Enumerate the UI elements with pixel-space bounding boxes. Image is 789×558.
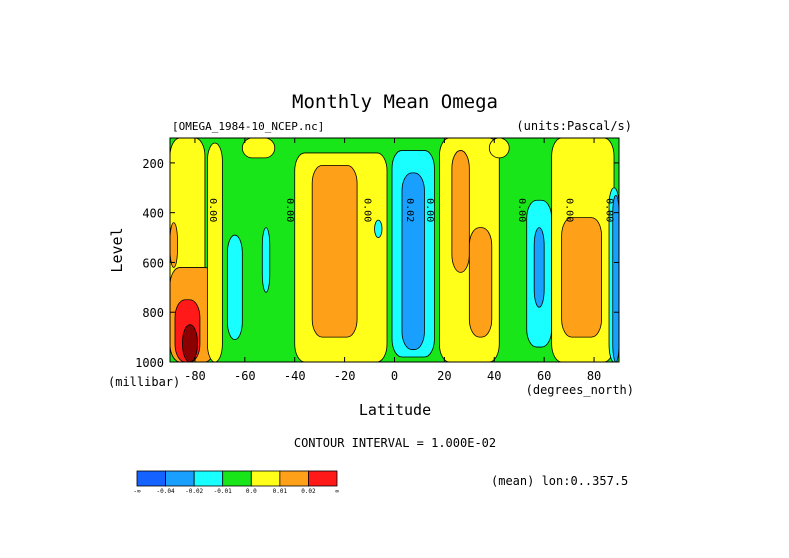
y-tick-label-0: 200 bbox=[142, 157, 164, 171]
plot-area: 0.00 0.00 0.00 0.02 0.00 0.00 0.00 0.00 bbox=[170, 138, 619, 362]
x-tick-label-2: -40 bbox=[284, 369, 306, 383]
colorbar-label-2: -0.02 bbox=[185, 488, 203, 495]
x-axis: -80 -60 -40 -20 0 20 40 60 80 bbox=[184, 138, 601, 383]
x-tick-label-6: 40 bbox=[487, 369, 501, 383]
mean-longitude-text: (mean) lon:0..357.5 bbox=[491, 474, 628, 488]
contour-region-11 bbox=[311, 164, 358, 338]
contour-labels: 0.00 0.00 0.00 0.02 0.00 0.00 0.00 0.00 bbox=[207, 198, 615, 222]
contour-label-7: 0.00 bbox=[604, 198, 615, 222]
contour-region-6 bbox=[207, 142, 223, 362]
colorbar-label-6: 0.02 bbox=[301, 488, 316, 495]
y-axis-label: Level bbox=[108, 227, 126, 272]
contour-label-1: 0.00 bbox=[284, 198, 295, 222]
colorbar-swatch-0 bbox=[136, 470, 166, 487]
chart-subtitle-left: [OMEGA_1984-10_NCEP.nc] bbox=[172, 120, 324, 133]
contour-region-16 bbox=[451, 150, 470, 273]
contour-region-7 bbox=[226, 234, 243, 340]
x-tick-label-4: 0 bbox=[391, 369, 398, 383]
contour-label-0: 0.00 bbox=[207, 198, 218, 222]
contour-region-12 bbox=[374, 219, 383, 238]
x-tick-label-5: 20 bbox=[437, 369, 451, 383]
colorbar-swatch-2 bbox=[193, 470, 224, 487]
colorbar: -∞ -0.04 -0.02 -0.01 0.0 0.01 0.02 ∞ bbox=[133, 470, 339, 495]
colorbar-swatch-6 bbox=[308, 470, 338, 487]
y-tick-label-3: 800 bbox=[142, 306, 164, 320]
x-tick-label-0: -80 bbox=[184, 369, 206, 383]
x-tick-label-3: -20 bbox=[334, 369, 356, 383]
contour-label-2: 0.00 bbox=[362, 198, 373, 222]
x-axis-unit: (degrees_north) bbox=[526, 383, 634, 397]
chart-subtitle-right: (units:Pascal/s) bbox=[516, 119, 632, 133]
contour-region-14 bbox=[401, 172, 425, 350]
colorbar-swatch-4 bbox=[250, 470, 281, 487]
contour-region-17 bbox=[468, 227, 493, 338]
chart-title: Monthly Mean Omega bbox=[292, 91, 498, 113]
colorbar-label-5: 0.01 bbox=[273, 488, 288, 495]
contour-label-5: 0.00 bbox=[516, 198, 527, 222]
colorbar-label-7: ∞ bbox=[335, 488, 339, 495]
x-tick-label-7: 60 bbox=[537, 369, 551, 383]
colorbar-label-3: -0.01 bbox=[214, 488, 232, 495]
y-axis: 200 400 600 800 1000 bbox=[135, 157, 619, 370]
colorbar-label-4: 0.0 bbox=[246, 488, 257, 495]
contour-regions bbox=[170, 138, 619, 362]
colorbar-swatch-3 bbox=[222, 470, 252, 487]
contour-region-24 bbox=[612, 194, 619, 362]
contour-label-4: 0.00 bbox=[424, 198, 435, 222]
contour-label-3: 0.02 bbox=[404, 198, 415, 222]
y-tick-label-4: 1000 bbox=[135, 356, 164, 370]
contour-region-18 bbox=[488, 138, 510, 159]
contour-region-20 bbox=[533, 227, 545, 308]
colorbar-swatch-5 bbox=[279, 470, 309, 487]
contour-interval-text: CONTOUR INTERVAL = 1.000E-02 bbox=[294, 436, 496, 450]
contour-region-4 bbox=[182, 324, 198, 362]
contour-region-9 bbox=[241, 138, 276, 159]
colorbar-label-0: -∞ bbox=[133, 488, 141, 495]
colorbar-label-1: -0.04 bbox=[157, 488, 175, 495]
y-tick-label-1: 400 bbox=[142, 207, 164, 221]
x-axis-label: Latitude bbox=[359, 401, 431, 419]
contour-region-1 bbox=[170, 222, 178, 268]
colorbar-swatch-1 bbox=[165, 470, 195, 487]
x-tick-label-1: -60 bbox=[234, 369, 256, 383]
y-axis-unit: (millibar) bbox=[108, 375, 180, 389]
contour-region-8 bbox=[261, 227, 271, 293]
contour-region-22 bbox=[561, 217, 602, 338]
x-tick-label-8: 80 bbox=[587, 369, 601, 383]
y-tick-label-2: 600 bbox=[142, 256, 164, 270]
contour-label-6: 0.00 bbox=[564, 198, 575, 222]
